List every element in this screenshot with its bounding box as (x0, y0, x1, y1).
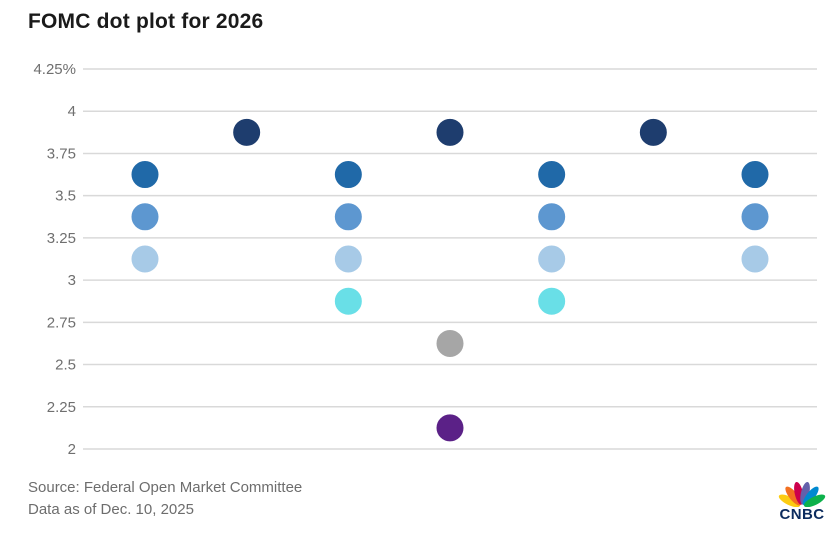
y-tick-label: 2.75 (47, 314, 76, 331)
y-tick-label: 3.25 (47, 230, 76, 247)
y-tick-label: 3.75 (47, 145, 76, 162)
dot-2.875 (536, 285, 568, 317)
dot-3.125 (536, 243, 568, 275)
dot-2.125 (434, 412, 466, 444)
chart-footer: Source: Federal Open Market Committee Da… (28, 477, 302, 520)
y-tick-label: 3.5 (55, 188, 76, 205)
dot-3.375 (129, 201, 161, 233)
dot-2.875 (332, 285, 364, 317)
dot-3.625 (332, 159, 364, 191)
y-tick-label: 2.25 (47, 399, 76, 416)
peacock-feather (804, 494, 826, 507)
dot-3.625 (129, 159, 161, 191)
dot-3.625 (739, 159, 771, 191)
peacock-feather (778, 494, 800, 507)
peacock-feather (802, 486, 819, 506)
cnbc-logo: CNBC (774, 478, 830, 523)
chart-title: FOMC dot plot for 2026 (28, 10, 264, 33)
y-tick-label: 4 (68, 103, 76, 120)
dot-3.375 (739, 201, 771, 233)
dot-3.375 (332, 201, 364, 233)
y-tick-label: 2 (68, 441, 76, 458)
source-text: Source: Federal Open Market Committee (28, 479, 303, 496)
dot-3.125 (739, 243, 771, 275)
dot-3.875 (434, 116, 466, 148)
dot-3.125 (332, 243, 364, 275)
y-tick-label: 3 (68, 272, 76, 289)
cnbc-wordmark: CNBC (779, 506, 825, 523)
y-tick-label: 2.5 (55, 357, 76, 374)
data-as-of-text: Data as of Dec. 10, 2025 (28, 500, 194, 518)
dot-3.375 (536, 201, 568, 233)
dot-3.875 (637, 116, 669, 148)
y-tick-label: 4.25% (33, 61, 76, 78)
dot-3.125 (129, 243, 161, 275)
dot-3.625 (536, 159, 568, 191)
dot-2.625 (434, 327, 466, 359)
dot-3.875 (231, 116, 263, 148)
cnbc-peacock-icon (778, 481, 826, 507)
fomc-dot-plot-chart: 4.25% 4 3.75 3.5 3.25 3 2.75 2.5 2.25 2 (33, 61, 817, 458)
